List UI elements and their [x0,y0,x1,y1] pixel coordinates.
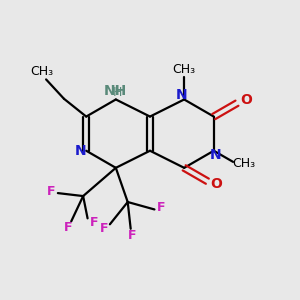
Text: NH: NH [104,84,128,98]
Text: N: N [74,144,86,158]
Text: O: O [240,93,252,107]
Text: F: F [90,216,98,229]
Text: H: H [112,85,122,98]
Text: N: N [209,148,221,162]
Text: F: F [157,202,165,214]
Text: N: N [176,88,187,102]
Text: F: F [64,221,73,234]
Text: CH₃: CH₃ [30,65,53,79]
Text: CH₃: CH₃ [232,157,255,170]
Text: O: O [210,177,222,191]
Text: F: F [100,222,108,235]
Text: F: F [47,185,56,198]
Text: CH₃: CH₃ [172,63,196,76]
Text: F: F [128,229,136,242]
